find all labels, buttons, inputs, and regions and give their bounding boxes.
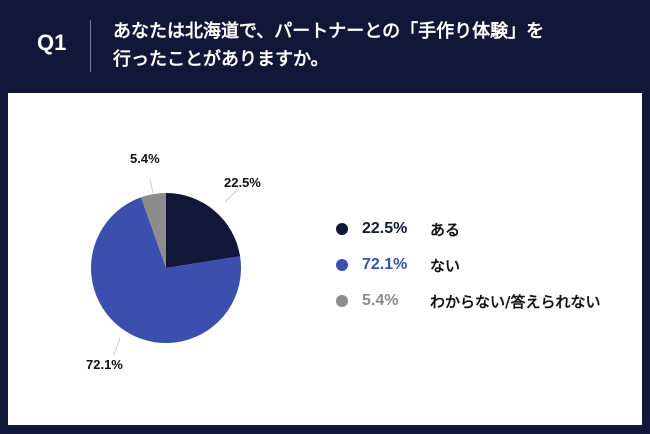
question-header: Q1 あなたは北海道で、パートナーとの「手作り体験」を 行ったことがありますか。: [0, 0, 650, 93]
header-divider: [90, 20, 91, 72]
legend-pct: 72.1%: [362, 256, 408, 273]
legend-pct: 22.5%: [362, 220, 408, 237]
chart-panel: 5.4% 22.5% 72.1% 22.5% ある 72.1% ない 5.4% …: [8, 93, 642, 425]
label-aru: 22.5%: [224, 175, 261, 190]
legend-dot-icon: [336, 295, 348, 307]
legend-pct: 5.4%: [362, 292, 399, 309]
title-line-2: 行ったことがありますか。: [113, 49, 329, 70]
pie-chart: [91, 178, 242, 356]
legend-label: ない: [430, 256, 461, 275]
legend-dot-icon: [336, 259, 348, 271]
label-nai: 72.1%: [86, 357, 123, 372]
question-title: あなたは北海道で、パートナーとの「手作り体験」を 行ったことがありますか。: [113, 18, 544, 74]
legend-dot-icon: [336, 223, 348, 235]
slice-nai: [91, 197, 242, 344]
legend-item-wakaranai: 5.4% わからない/答えられない: [336, 283, 600, 319]
legend: 22.5% ある 72.1% ない 5.4% わからない/答えられない: [336, 211, 600, 319]
title-line-1: あなたは北海道で、パートナーとの「手作り体験」を: [113, 21, 545, 42]
legend-item-aru: 22.5% ある: [336, 211, 600, 247]
legend-item-nai: 72.1% ない: [336, 247, 600, 283]
question-number: Q1: [37, 30, 67, 55]
slice-wakaranai: [141, 193, 166, 268]
legend-label: わからない/答えられない: [430, 292, 601, 311]
slice-aru: [166, 193, 241, 268]
legend-label: ある: [430, 220, 461, 239]
label-wakaranai: 5.4%: [130, 151, 160, 166]
